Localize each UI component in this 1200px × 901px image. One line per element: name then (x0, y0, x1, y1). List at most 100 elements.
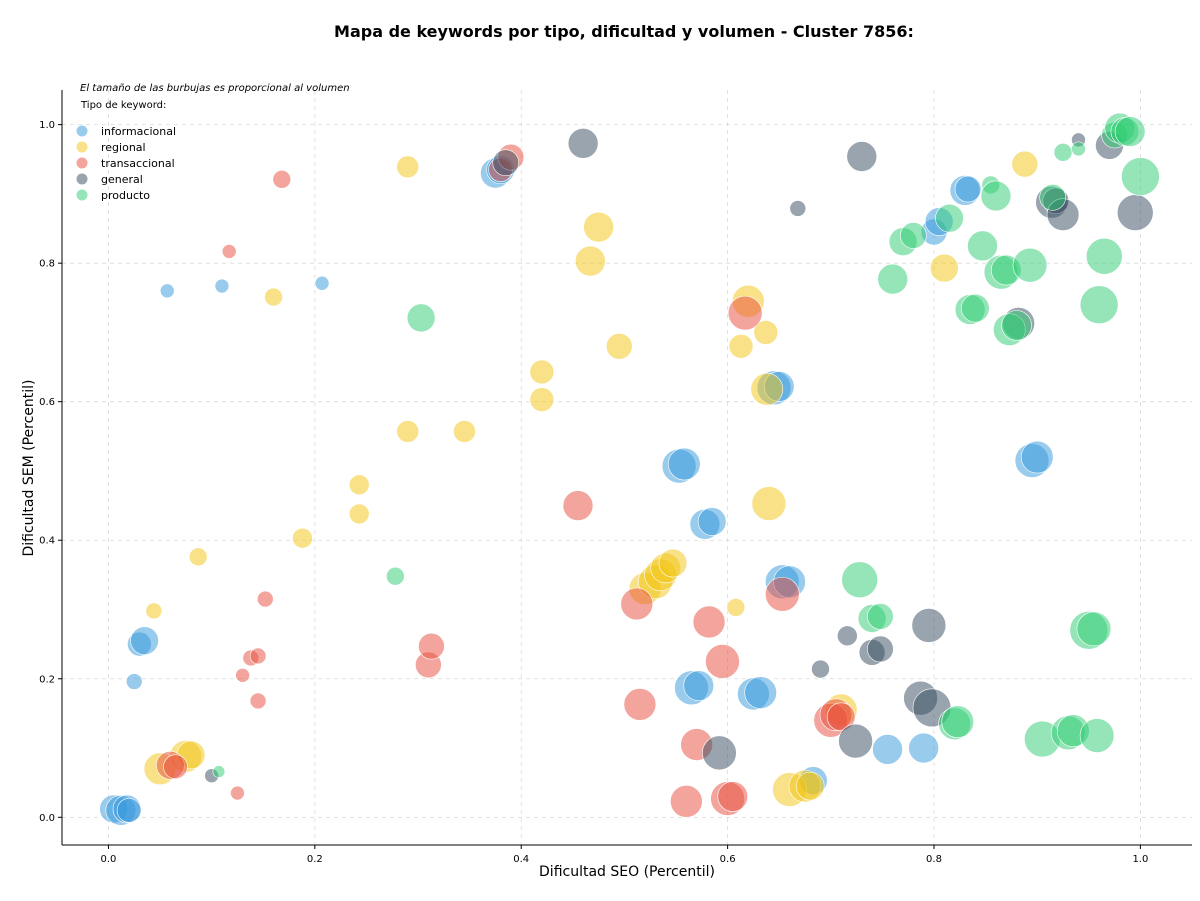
legend-title: Tipo de keyword: (80, 100, 166, 111)
bubble-regional (753, 320, 779, 345)
bubble-regional (795, 771, 825, 801)
x-tick-label: 0.4 (513, 854, 529, 865)
bubble-producto (1114, 116, 1146, 147)
bubble-producto (980, 180, 1012, 212)
x-tick-label: 0.0 (100, 854, 116, 865)
bubble-regional (1011, 150, 1039, 178)
bubble-producto (1079, 718, 1115, 753)
chart-title: Mapa de keywords por tipo, dificultad y … (334, 22, 914, 41)
bubble-producto (877, 263, 909, 295)
series-regional (143, 150, 1039, 807)
bubble-regional (930, 253, 959, 283)
bubble-general (811, 659, 830, 679)
bubble-general (837, 625, 858, 647)
x-tick-label: 0.2 (307, 854, 323, 865)
bubble-informacional (214, 278, 230, 294)
bubble-regional (605, 332, 633, 360)
y-tick-label: 0.6 (39, 397, 55, 408)
bubble-general (838, 723, 873, 759)
bubble-informacional (116, 798, 142, 823)
bubble-transaccional (256, 590, 274, 608)
bubble-transaccional (272, 170, 292, 189)
bubble-producto (1001, 310, 1032, 341)
bubble-transaccional (765, 576, 800, 612)
bubble-producto (841, 561, 879, 599)
bubble-producto (1079, 285, 1119, 325)
bubble-producto (867, 603, 894, 630)
series-producto (212, 112, 1160, 778)
bubble-regional (145, 602, 163, 620)
series-transaccional (156, 143, 856, 818)
y-tick-label: 0.4 (39, 536, 55, 547)
bubble-informacional (872, 734, 903, 765)
bubble-regional (726, 598, 746, 617)
bubble-regional (396, 155, 420, 179)
grid-layer (62, 90, 1192, 845)
bubble-transaccional (620, 587, 654, 621)
bubble-regional (575, 245, 606, 277)
bubble-informacional (159, 283, 175, 299)
bubble-transaccional (221, 244, 237, 259)
bubble-producto (941, 705, 975, 739)
bubble-transaccional (717, 781, 749, 812)
bubble-general (789, 200, 807, 217)
bubble-producto (960, 293, 990, 323)
y-tick-label: 0.0 (39, 813, 55, 824)
x-tick-label: 1.0 (1132, 854, 1148, 865)
bubble-producto (406, 303, 436, 333)
bubble-informacional (314, 275, 330, 291)
bubble-producto (212, 765, 226, 778)
bubble-layer (99, 112, 1160, 826)
bubble-informacional (908, 732, 939, 764)
y-axis-label: Dificultad SEM (Percentil) (21, 380, 37, 557)
bubble-informacional (125, 673, 143, 690)
bubble-regional (453, 420, 476, 443)
bubble-size-note: El tamaño de las burbujas es proporciona… (80, 83, 350, 94)
bubble-regional (188, 547, 208, 567)
bubble-transaccional (235, 667, 250, 683)
bubble-producto (1071, 141, 1086, 157)
bubble-regional (728, 333, 754, 359)
bubble-producto (1012, 247, 1048, 283)
bubble-transaccional (670, 785, 703, 818)
bubble-informacional (683, 670, 715, 701)
y-tick-label: 0.2 (39, 674, 55, 685)
bubble-informacional (1020, 440, 1054, 474)
tick-layer: 0.0 0.2 0.4 0.6 0.8 1.0 0.0 0.2 0.4 0.6 0.8 1.0 (39, 120, 1148, 865)
bubble-transaccional (705, 644, 740, 679)
x-tick-label: 0.8 (926, 854, 942, 865)
bubble-general (1116, 194, 1154, 231)
legend-label-informacional: informacional (101, 125, 176, 138)
bubble-transaccional (249, 692, 267, 710)
bubble-informacional (744, 676, 777, 709)
legend-label-producto: producto (101, 189, 150, 202)
legend-label-transaccional: transaccional (101, 157, 175, 170)
bubble-informacional (697, 507, 727, 536)
y-tick-label: 1.0 (39, 120, 55, 131)
legend-label-regional: regional (101, 141, 146, 154)
bubble-general (492, 149, 520, 177)
bubble-regional (348, 503, 370, 525)
legend: informacional regional transaccional genera… (76, 125, 176, 202)
bubble-general (846, 141, 878, 172)
bubble-general (702, 735, 737, 771)
bubble-regional (264, 287, 283, 307)
bubble-transaccional (230, 785, 245, 801)
bubble-transaccional (249, 647, 267, 665)
bubble-general (867, 635, 894, 663)
bubble-producto (386, 566, 405, 586)
legend-marker-informacional (76, 125, 88, 137)
bubble-transaccional (692, 605, 726, 639)
bubble-regional (658, 548, 688, 578)
bubble-producto (1085, 237, 1123, 275)
bubble-regional (396, 420, 420, 443)
bubble-regional (751, 486, 787, 521)
bubble-producto (967, 230, 998, 262)
bubble-transaccional (623, 688, 657, 721)
bubble-regional (529, 359, 555, 385)
bubble-general (567, 128, 599, 159)
bubble-general (911, 608, 947, 643)
bubble-informacional (130, 626, 159, 655)
bubble-producto (1039, 184, 1066, 211)
